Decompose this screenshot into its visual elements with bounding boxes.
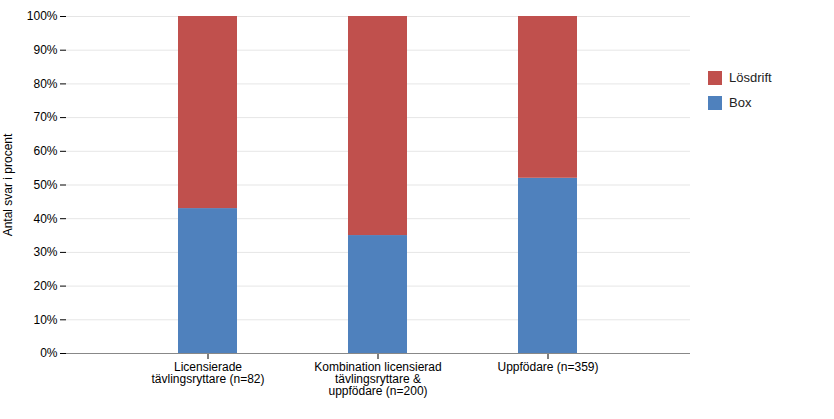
svg-text:50%: 50% <box>33 178 57 192</box>
svg-text:Kombination licensieradtävling: Kombination licensieradtävlingsryttare &… <box>314 360 441 398</box>
svg-text:10%: 10% <box>33 313 57 327</box>
svg-text:90%: 90% <box>33 43 57 57</box>
svg-text:20%: 20% <box>33 279 57 293</box>
svg-text:80%: 80% <box>33 77 57 91</box>
svg-text:60%: 60% <box>33 144 57 158</box>
svg-text:0%: 0% <box>40 346 58 360</box>
svg-text:Uppfödare (n=359): Uppfödare (n=359) <box>497 360 598 374</box>
html-text:Lösdrift: Lösdrift <box>729 70 772 85</box>
html-text:Box: Box <box>729 95 752 110</box>
svg-text:100%: 100% <box>27 9 58 23</box>
svg-text:70%: 70% <box>33 110 57 124</box>
svg-text:Licensieradetävlingsryttare (n: Licensieradetävlingsryttare (n=82) <box>151 360 264 386</box>
svg-text:30%: 30% <box>33 245 57 259</box>
svg-text:40%: 40% <box>33 212 57 226</box>
svg-text:Antal svar i procent: Antal svar i procent <box>1 133 15 236</box>
